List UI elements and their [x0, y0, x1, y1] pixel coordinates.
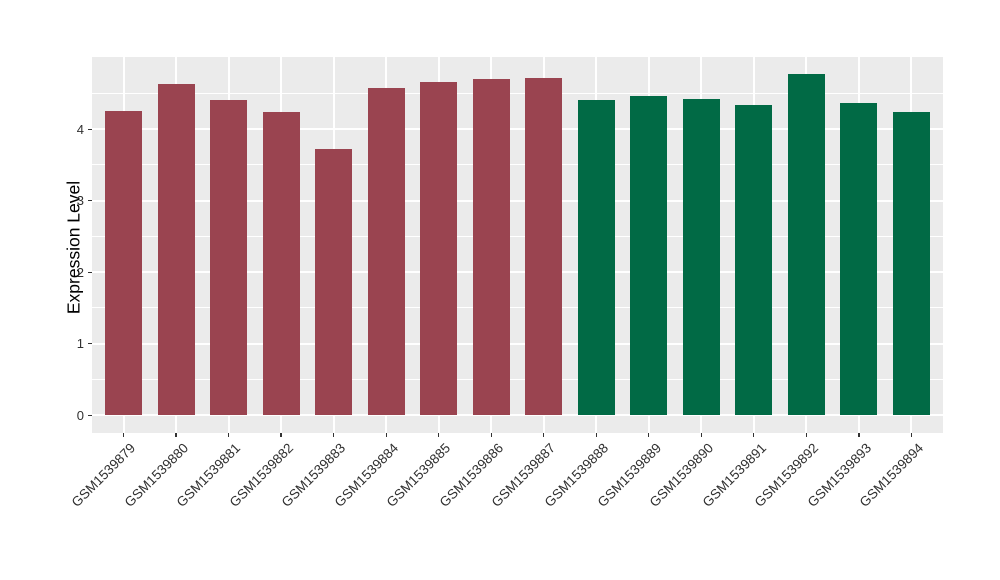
x-tick-mark [122, 433, 125, 437]
bar-GSM1539879 [105, 111, 142, 415]
bar-GSM1539893 [840, 102, 878, 415]
y-tick-mark [88, 271, 92, 273]
major-gridline-y [92, 271, 943, 273]
x-tick-mark [333, 433, 335, 437]
bar-GSM1539885 [420, 81, 458, 415]
bar-GSM1539883 [315, 149, 353, 415]
bar-GSM1539894 [892, 111, 930, 415]
x-tick-mark [543, 433, 545, 437]
minor-gridline-y [92, 378, 943, 380]
bar-GSM1539880 [157, 83, 195, 415]
y-tick-label: 2 [76, 264, 84, 280]
bar-GSM1539890 [682, 98, 720, 415]
bar-GSM1539889 [630, 96, 668, 415]
bar-GSM1539887 [525, 77, 563, 415]
minor-gridline-y [92, 164, 943, 166]
bar-GSM1539886 [472, 78, 510, 415]
x-tick-mark [595, 433, 597, 437]
x-tick-mark [490, 433, 492, 437]
minor-gridline-y [92, 92, 943, 94]
y-tick-mark [88, 128, 92, 130]
x-tick-mark [753, 433, 755, 437]
x-tick-mark [385, 433, 387, 437]
bar-GSM1539884 [367, 87, 405, 415]
bar-GSM1539881 [210, 99, 248, 415]
x-tick-mark [700, 433, 702, 437]
y-tick-mark [88, 200, 92, 202]
bar-GSM1539888 [577, 100, 615, 415]
y-tick-label: 3 [76, 193, 84, 208]
x-tick-mark [648, 433, 650, 437]
x-tick-mark [280, 433, 282, 437]
y-tick-mark [88, 414, 92, 416]
plot-panel [92, 57, 943, 433]
x-tick-mark [910, 433, 913, 437]
bar-GSM1539891 [735, 105, 773, 415]
y-tick-label: 0 [76, 407, 84, 423]
x-tick-mark [858, 433, 860, 437]
major-gridline-y [92, 199, 943, 202]
minor-gridline-y [92, 307, 943, 309]
x-tick-mark [175, 433, 177, 437]
bar-GSM1539892 [787, 73, 825, 415]
minor-gridline-y [92, 235, 943, 237]
major-gridline-y [92, 128, 943, 130]
major-gridline-y [92, 414, 943, 416]
x-tick-mark [227, 433, 230, 437]
x-tick-mark [805, 433, 807, 437]
x-tick-mark [438, 433, 440, 437]
bar-GSM1539882 [262, 111, 300, 415]
y-tick-label: 4 [76, 121, 84, 137]
major-gridline-y [92, 342, 943, 345]
y-tick-mark [88, 343, 92, 345]
y-tick-label: 1 [76, 336, 84, 351]
